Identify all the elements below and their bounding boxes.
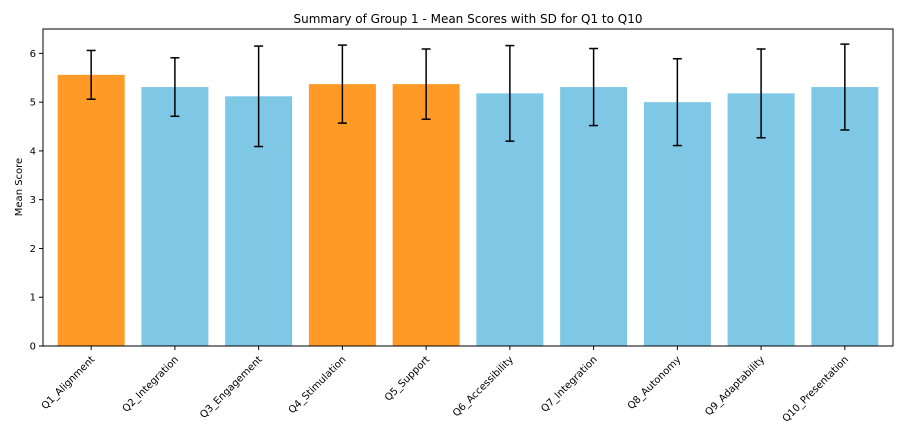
y-tick-label: 5 — [30, 98, 36, 109]
chart-title: Summary of Group 1 - Mean Scores with SD… — [293, 12, 642, 26]
bar — [560, 87, 628, 346]
y-tick-label: 2 — [30, 244, 36, 255]
y-tick-label: 0 — [30, 342, 36, 353]
bars — [57, 74, 879, 347]
x-tick-label: Q9_Adaptability — [703, 354, 767, 418]
x-tick-label: Q6_Accessibility — [451, 354, 516, 419]
y-tick-label: 3 — [30, 195, 36, 206]
x-tick-label: Q4_Stimulation — [287, 354, 349, 416]
bar — [141, 87, 209, 346]
bar — [57, 74, 125, 346]
x-tick-label: Q1_Alignment — [40, 354, 98, 412]
plot-frame — [42, 28, 894, 347]
x-axis: Q1_Alignment Q2_Integration Q3_Engagement Q… — [40, 346, 851, 425]
bar — [308, 84, 376, 347]
x-tick-label: Q3_Engagement — [198, 354, 265, 421]
y-tick-label: 1 — [30, 293, 36, 304]
y-tick-label: 4 — [30, 146, 36, 157]
y-tick-label: 6 — [30, 49, 36, 60]
y-axis: 0 1 2 3 4 5 6 — [30, 49, 43, 353]
x-tick-label: Q2_Integration — [121, 354, 181, 414]
bar — [392, 84, 460, 347]
y-axis-label: Mean Score — [14, 158, 25, 216]
error-bars — [86, 43, 850, 148]
x-tick-label: Q5_Support — [383, 354, 432, 403]
x-tick-label: Q8_Autonomy — [626, 354, 684, 412]
x-tick-label: Q7_Integration — [539, 354, 599, 414]
x-tick-label: Q10_Presentation — [781, 354, 851, 424]
